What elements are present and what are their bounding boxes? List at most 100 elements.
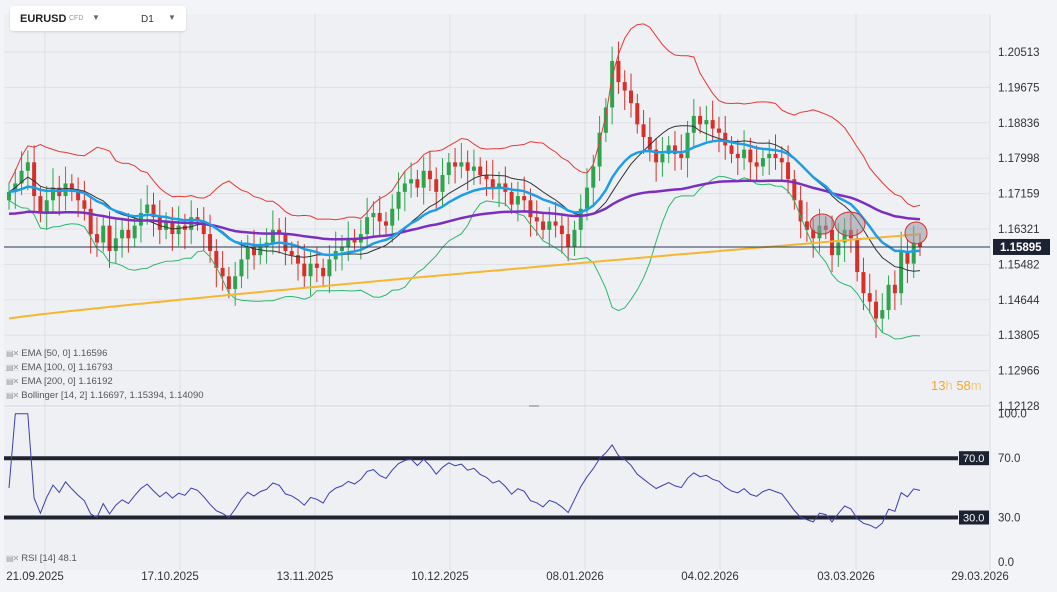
candle-body bbox=[660, 153, 665, 163]
candle-body bbox=[742, 149, 747, 159]
legend-ema50[interactable]: ▤✕ EMA [50, 0] 1.16596 bbox=[6, 348, 108, 359]
rsi-plot-area bbox=[4, 408, 990, 570]
legend-rsi[interactable]: ▤✕ RSI [14] 48.1 bbox=[6, 553, 77, 564]
candle-body bbox=[346, 238, 351, 247]
candle-body bbox=[804, 221, 809, 230]
candle-body bbox=[710, 120, 715, 129]
candle-body bbox=[465, 162, 470, 171]
rsi-line bbox=[8, 413, 921, 529]
candle-body bbox=[522, 196, 527, 201]
candle-body bbox=[628, 90, 633, 104]
candle-body bbox=[383, 221, 388, 226]
candle-body bbox=[164, 221, 169, 230]
candle-body bbox=[842, 229, 847, 243]
legend-settings-icon[interactable]: ▤✕ bbox=[6, 363, 19, 372]
candle-body bbox=[113, 238, 118, 251]
candle-body bbox=[559, 225, 564, 235]
legend-ema100[interactable]: ▤✕ EMA [100, 0] 1.16793 bbox=[6, 362, 113, 373]
candle-body bbox=[541, 221, 546, 230]
candle-body bbox=[509, 191, 514, 205]
price-tick-label: 1.14644 bbox=[998, 295, 1040, 307]
candle-body bbox=[591, 166, 596, 188]
time-tick-label: 17.10.2025 bbox=[141, 571, 199, 583]
candle-body bbox=[32, 162, 37, 197]
candle-body bbox=[880, 310, 885, 319]
rsi-level-tag bbox=[959, 510, 989, 525]
candle-body bbox=[767, 153, 772, 159]
time-tick-label: 29.03.2026 bbox=[951, 571, 1009, 583]
candle-body bbox=[245, 246, 250, 260]
candle-body bbox=[126, 229, 131, 239]
legend-settings-icon[interactable]: ▤✕ bbox=[6, 554, 19, 563]
price-tick-label: 1.12966 bbox=[998, 366, 1040, 378]
candle-body bbox=[773, 153, 778, 159]
candle-body bbox=[38, 196, 43, 213]
candle-body bbox=[515, 196, 520, 205]
candle-body bbox=[339, 246, 344, 251]
candle-body bbox=[547, 221, 552, 230]
candle-body bbox=[44, 200, 49, 213]
candle-body bbox=[811, 229, 816, 239]
candle-body bbox=[252, 246, 257, 256]
candle-body bbox=[233, 276, 238, 289]
ema50-line bbox=[8, 139, 921, 257]
rsi-level-label: 30.0 bbox=[963, 513, 984, 525]
candle-body bbox=[239, 259, 244, 277]
candle-body bbox=[157, 217, 162, 230]
candle-body bbox=[704, 120, 709, 125]
candle-body bbox=[798, 200, 803, 222]
time-tick-label: 03.03.2026 bbox=[817, 571, 875, 583]
candle-body bbox=[101, 225, 106, 243]
timeframe-dropdown-icon[interactable]: ▼ bbox=[168, 13, 176, 22]
candle-body bbox=[672, 145, 677, 154]
rsi-tick-label: 0.0 bbox=[998, 557, 1014, 569]
candle-body bbox=[748, 149, 753, 163]
price-tick-label: 1.12128 bbox=[998, 401, 1040, 413]
candle-body bbox=[760, 158, 765, 167]
candle-body bbox=[69, 183, 74, 192]
candle-body bbox=[497, 183, 502, 188]
candle-body bbox=[484, 174, 489, 180]
candle-body bbox=[572, 229, 577, 247]
time-tick-label: 10.12.2025 bbox=[411, 571, 469, 583]
legend-bollinger[interactable]: ▤✕ Bollinger [14, 2] 1.16697, 1.15394, 1.… bbox=[6, 390, 204, 401]
candle-body bbox=[107, 225, 112, 251]
candle-body bbox=[296, 255, 301, 264]
timeframe-label[interactable]: D1 bbox=[141, 14, 154, 25]
candle-body bbox=[534, 217, 539, 222]
symbol-selector[interactable]: EURUSD CFD ▼ D1 ▼ bbox=[10, 6, 186, 31]
symbol-name: EURUSD bbox=[20, 13, 67, 25]
candle-body bbox=[830, 229, 835, 256]
highlight-circle bbox=[809, 213, 835, 235]
bollinger-lower-line bbox=[8, 175, 921, 340]
legend-settings-icon[interactable]: ▤✕ bbox=[6, 391, 19, 400]
legend-settings-icon[interactable]: ▤✕ bbox=[6, 377, 19, 386]
candle-body bbox=[641, 124, 646, 137]
candle-body bbox=[327, 259, 332, 277]
candle-body bbox=[861, 272, 866, 294]
candle-body bbox=[679, 153, 684, 159]
candle-body bbox=[446, 162, 451, 175]
candle-body bbox=[132, 225, 137, 239]
legend-ema200[interactable]: ▤✕ EMA [200, 0] 1.16192 bbox=[6, 376, 113, 387]
candle-body bbox=[50, 187, 55, 201]
candle-body bbox=[25, 162, 30, 171]
candle-body bbox=[754, 162, 759, 167]
candle-body bbox=[585, 187, 590, 209]
candle-body bbox=[616, 60, 621, 83]
candle-body bbox=[201, 221, 206, 235]
candle-body bbox=[409, 179, 414, 184]
rsi-tick-label: 100.0 bbox=[998, 409, 1027, 421]
legend-settings-icon[interactable]: ▤✕ bbox=[6, 349, 19, 358]
symbol-dropdown-icon[interactable]: ▼ bbox=[92, 13, 100, 22]
candle-body bbox=[899, 250, 904, 294]
rsi-level-label: 70.0 bbox=[963, 453, 984, 465]
candle-body bbox=[723, 132, 728, 146]
candle-body bbox=[716, 128, 721, 133]
ema100-line bbox=[8, 179, 921, 241]
candle-body bbox=[19, 170, 24, 184]
candle-body bbox=[302, 263, 307, 277]
current-price-label: 1.15895 bbox=[1000, 242, 1042, 254]
